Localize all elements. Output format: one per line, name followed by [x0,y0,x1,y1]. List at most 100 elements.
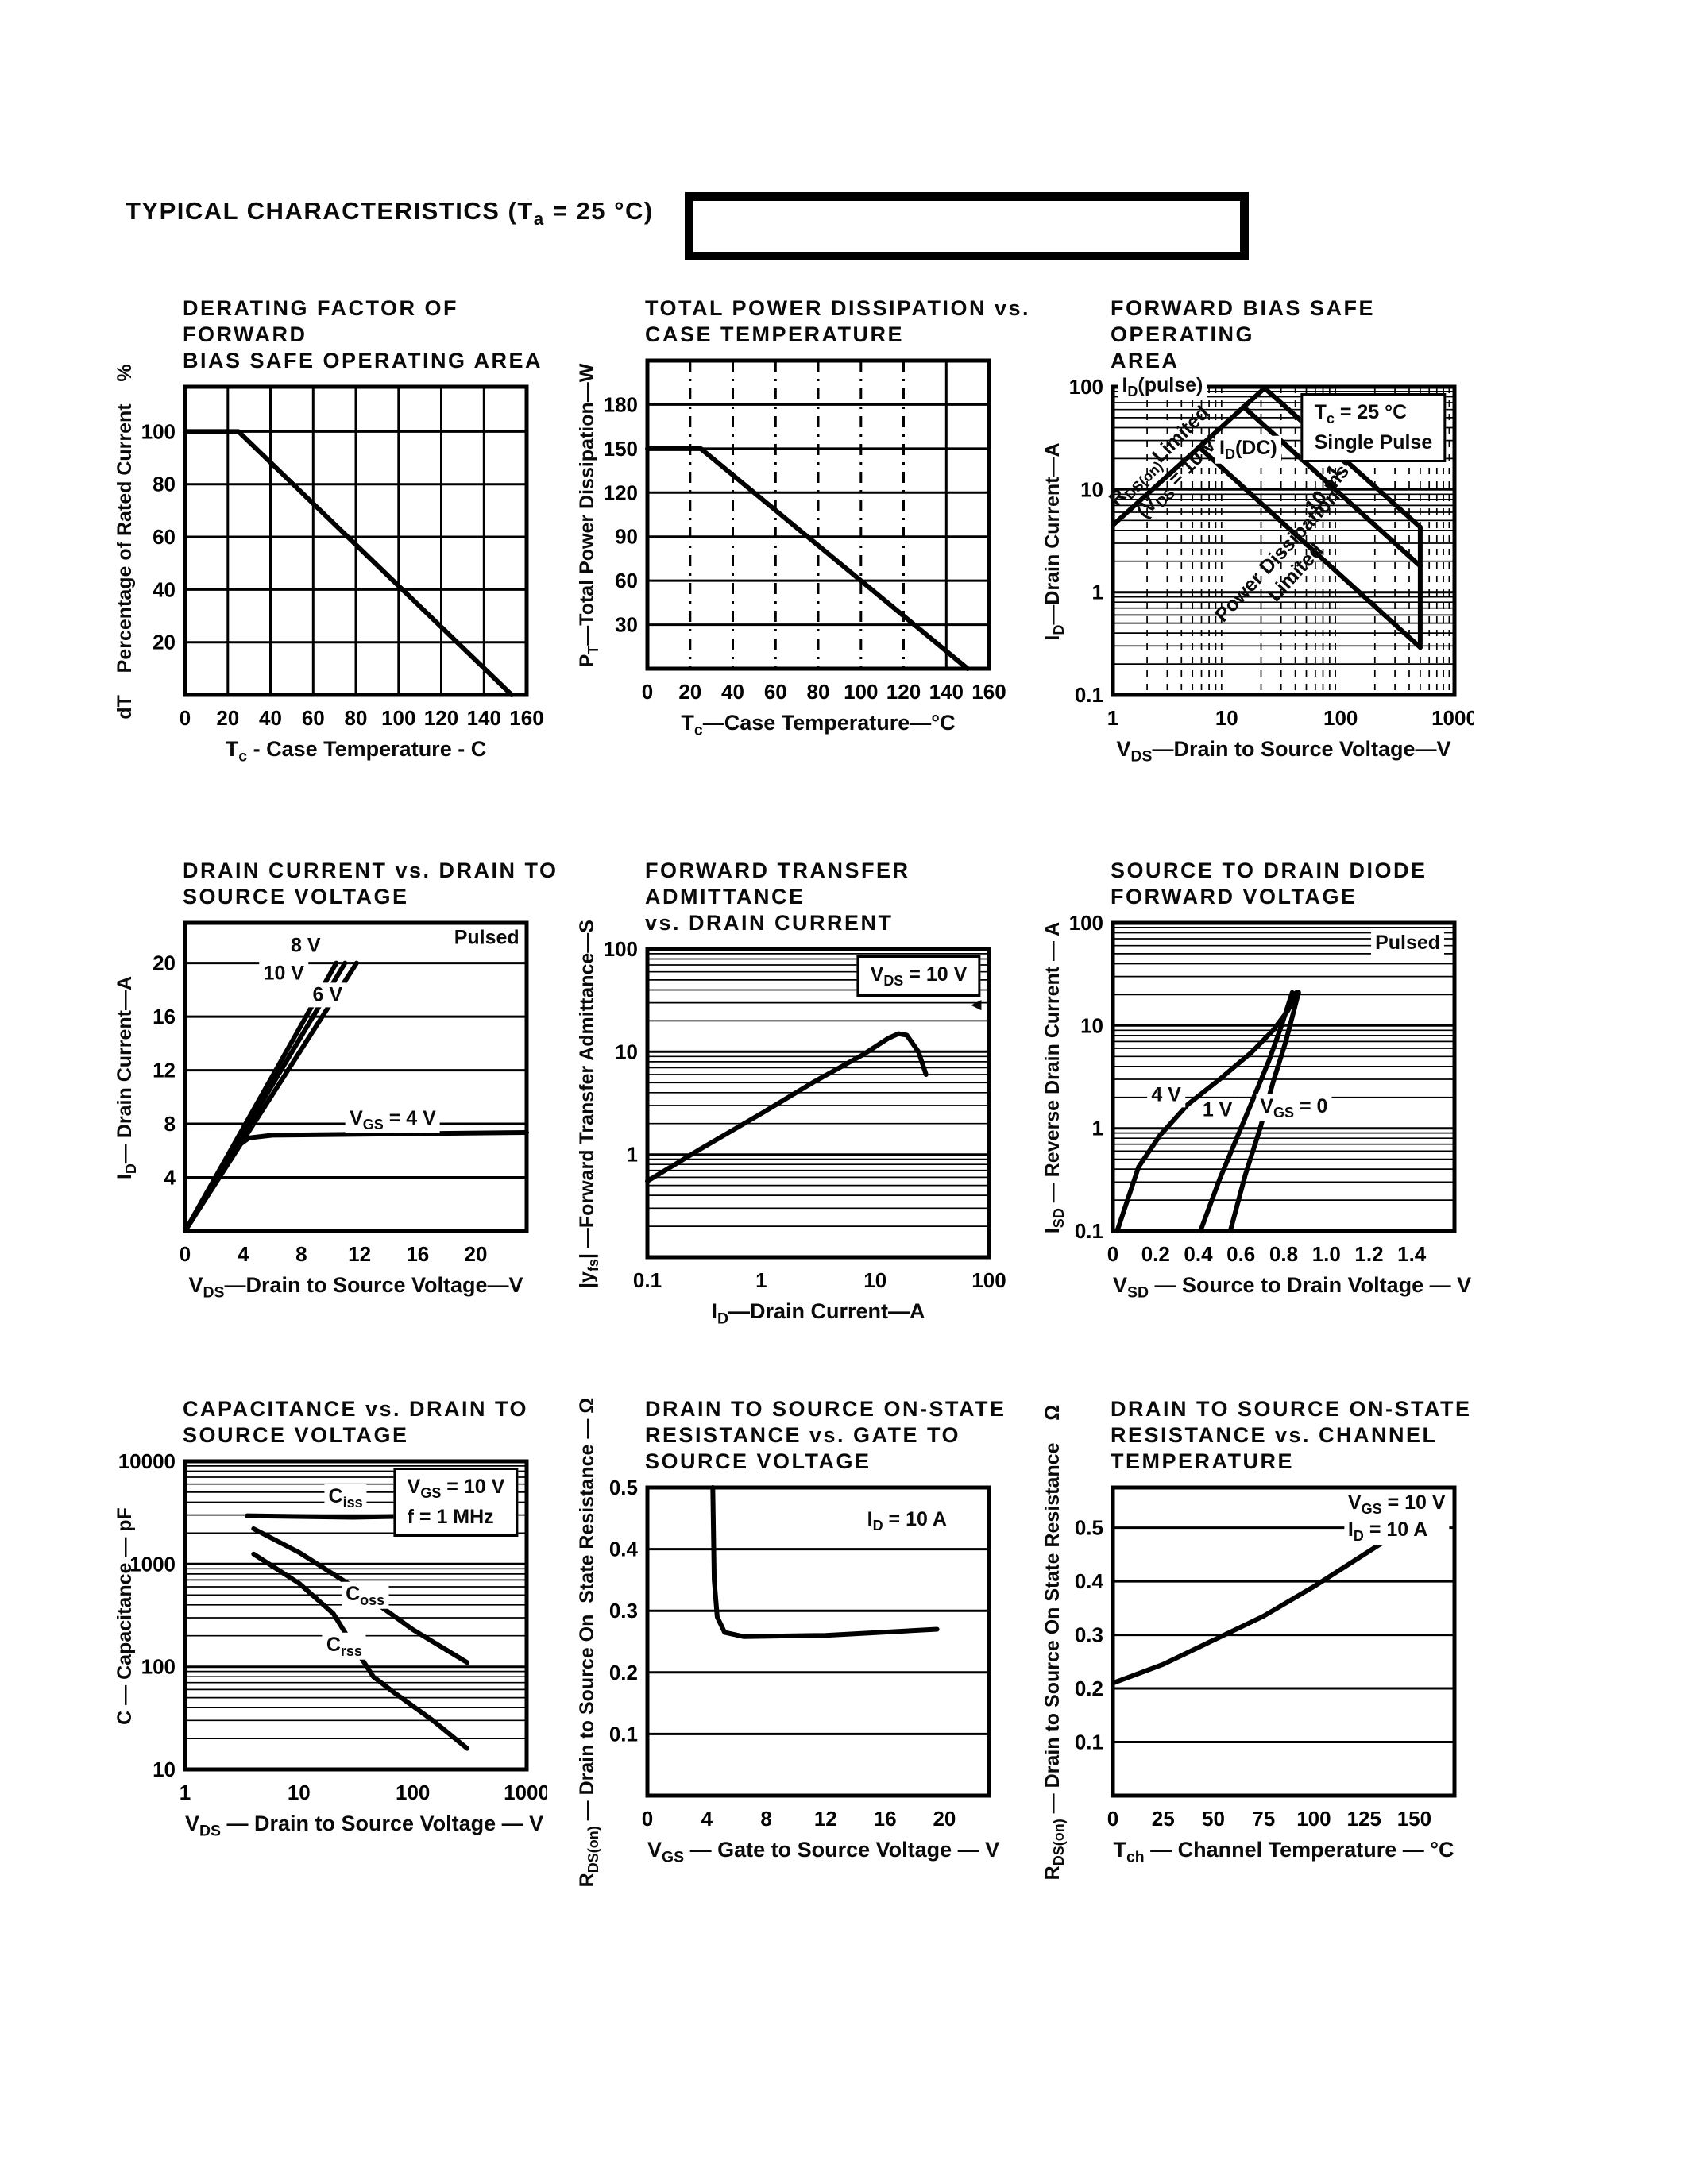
chart-annotation: ID(pulse) [1118,372,1207,401]
chart-plot: 0.1 1 10 100 1 10 100 [604,937,1006,1292]
svg-text:40: 40 [721,680,744,704]
series-id_dc_limit [1196,444,1423,650]
chart-plot-area: C — Capacitance — pF 1 10 100 1000 10 100 1000 1… [114,1449,547,1810]
y-axis-label: |yfs| —Forward Transfer Admittance—S [576,919,601,1288]
svg-text:12: 12 [348,1242,371,1266]
svg-text:1.2: 1.2 [1354,1242,1383,1266]
annotation-layer: ID = 10 A [647,1488,989,1796]
chart-plot: 0 25 50 75 100 125 150 0.1 0.2 0.3 0.4 0.5 [1075,1485,1457,1831]
chart-annotation: ID = 10 A [863,1507,951,1535]
chart-rdson-vs-vgs: DRAIN TO SOURCE ON-STATE RESISTANCE vs. G… [576,1396,1041,1887]
svg-text:1: 1 [627,1143,638,1167]
svg-text:60: 60 [153,525,176,549]
x-axis-label: ID—Drain Current—A [711,1298,925,1328]
svg-text:25: 25 [1152,1807,1175,1831]
svg-text:0: 0 [180,1242,191,1266]
chart-plot-area: RDS(on) — Drain to Source On State Resis… [576,1397,1009,1887]
series-yfs [645,1031,929,1184]
chart-forward-transfer-admittance: FORWARD TRANSFER ADMITTANCE vs. DRAIN CUR… [576,858,1041,1328]
svg-text:60: 60 [615,569,638,592]
chart-annotation: Pulsed [1371,930,1445,955]
svg-text:1000: 1000 [129,1552,176,1576]
svg-text:0: 0 [1107,1807,1118,1831]
svg-text:10: 10 [615,1040,638,1063]
chart-title: DRAIN CURRENT vs. DRAIN TO SOURCE VOLTAGE [183,859,558,909]
header-empty-box [685,192,1249,260]
svg-text:8: 8 [760,1807,771,1831]
svg-text:0.1: 0.1 [633,1268,662,1292]
svg-text:20: 20 [678,680,701,704]
svg-text:8: 8 [295,1242,307,1266]
annotation-layer [185,387,527,695]
x-axis-label: VSD — Source to Drain Voltage — V [1113,1272,1472,1302]
svg-text:0.2: 0.2 [609,1661,638,1684]
y-axis-label: RDS(on) — Drain to Source On State Resis… [576,1397,601,1888]
svg-text:0.2: 0.2 [1141,1242,1170,1266]
svg-text:16: 16 [406,1242,429,1266]
svg-text:1: 1 [1092,1117,1103,1140]
svg-text:10000: 10000 [118,1449,176,1473]
svg-text:4: 4 [701,1807,713,1831]
series-vgs_1v [1198,990,1295,1233]
svg-text:100: 100 [381,706,415,730]
x-axis-label: Tc - Case Temperature - C [225,736,487,766]
svg-text:40: 40 [153,577,176,601]
svg-text:160: 160 [509,706,543,730]
chart-plot-area: dT Percentage of Rated Current % 0 20 40 60 8… [114,364,547,735]
chart-annotation: VGS = 4 V [346,1106,440,1134]
chart-rdson-vs-temperature: DRAIN TO SOURCE ON-STATE RESISTANCE vs. C… [1041,1396,1506,1880]
y-axis-label: RDS(on) — Drain to Source On State Resis… [1041,1404,1067,1881]
svg-text:150: 150 [1397,1807,1431,1831]
svg-text:0: 0 [642,1807,653,1831]
svg-text:1: 1 [755,1268,767,1292]
svg-text:0.6: 0.6 [1226,1242,1255,1266]
y-axis-label: ID— Drain Current—A [114,975,139,1179]
svg-text:150: 150 [604,437,638,461]
chart-annotation: VGS = 0 [1256,1094,1332,1121]
svg-text:20: 20 [153,951,176,974]
chart-annotation: 4 V [1147,1082,1185,1108]
chart-plot-area: RDS(on) — Drain to Source On State Resis… [1041,1405,1474,1880]
svg-text:10: 10 [863,1268,886,1292]
chart-annotation: Tc = 25 °C Single Pulse [1300,392,1447,462]
chart-title: SOURCE TO DRAIN DIODE FORWARD VOLTAGE [1111,859,1427,909]
svg-text:160: 160 [971,680,1006,704]
y-axis-label: C — Capacitance — pF [114,1507,136,1725]
chart-title: DRAIN TO SOURCE ON-STATE RESISTANCE vs. G… [645,1397,1006,1473]
svg-text:20: 20 [465,1242,488,1266]
chart-total-power-dissipation: TOTAL POWER DISSIPATION vs. CASE TEMPERAT… [576,295,1041,739]
series-rds_on_limited [1111,385,1267,528]
stray-arrow-mark: ◄ [968,994,985,1014]
svg-text:0.3: 0.3 [1075,1623,1103,1646]
chart-annotation: Coss [342,1581,389,1609]
svg-text:12: 12 [814,1807,837,1831]
x-axis-label: VDS—Drain to Source Voltage—V [1116,736,1451,766]
svg-text:0.4: 0.4 [1075,1569,1104,1593]
chart-annotation: Pulsed [450,925,523,951]
chart-annotation: ID(DC) [1215,436,1281,464]
svg-text:40: 40 [259,706,282,730]
series-pulse_10ms [1241,403,1423,569]
svg-text:50: 50 [1202,1807,1225,1831]
chart-title: CAPACITANCE vs. DRAIN TO SOURCE VOLTAGE [183,1397,529,1447]
chart-annotation: Ciss [324,1484,367,1512]
annotation-layer [647,361,989,669]
svg-text:0.4: 0.4 [609,1537,639,1561]
svg-text:0.1: 0.1 [1075,683,1103,707]
annotation-layer: ID(pulse) RDS(on)Limited (VDS = 10 V) ID(DC… [1105,372,1454,695]
svg-text:0.2: 0.2 [1075,1677,1103,1700]
chart-annotation: 6 V [308,982,347,1008]
svg-text:100: 100 [141,1655,176,1679]
y-axis-label: ISD — Reverse Drain Current — A [1041,921,1067,1234]
chart-title: FORWARD BIAS SAFE OPERATING AREA [1111,296,1376,372]
svg-text:0: 0 [180,706,191,730]
x-axis-label: VDS—Drain to Source Voltage—V [188,1272,523,1302]
svg-text:0.1: 0.1 [609,1722,638,1746]
svg-text:20: 20 [153,631,176,654]
chart-annotation: 1 V [1198,1098,1237,1123]
series-rdson [710,1484,940,1639]
svg-text:0.8: 0.8 [1269,1242,1298,1266]
chart-title: TOTAL POWER DISSIPATION vs. CASE TEMPERAT… [645,296,1031,346]
